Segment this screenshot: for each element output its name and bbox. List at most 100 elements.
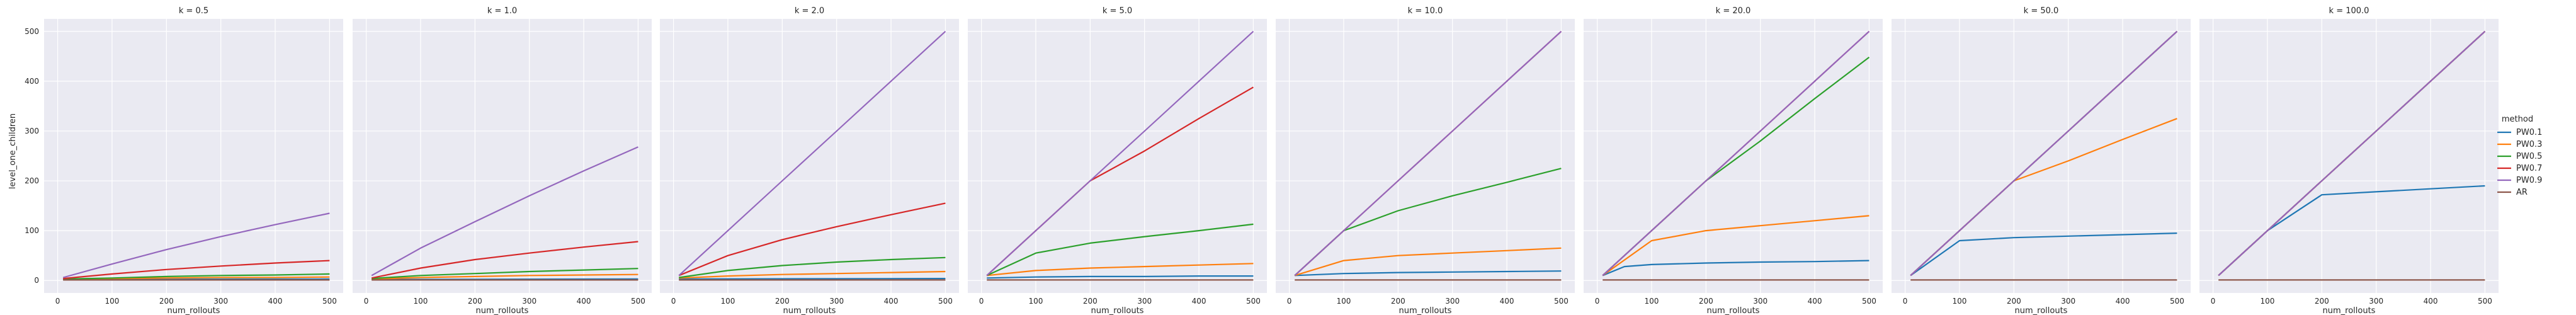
legend-label: PW0.9 — [2516, 176, 2542, 185]
x-tick-label: 0 — [2211, 297, 2216, 306]
legend: method PW0.1 PW0.3 PW0.5 PW0.7 PW0.9 AR — [2497, 115, 2542, 197]
x-tick-label: 300 — [1137, 297, 1152, 306]
x-tick-label: 400 — [268, 297, 283, 306]
x-tick-label: 0 — [55, 297, 60, 306]
series-line-pw09 — [1294, 30, 1562, 277]
x-tick-label: 200 — [1391, 297, 1405, 306]
series-line-pw09 — [62, 212, 330, 278]
x-tick-label: 100 — [1953, 297, 1967, 306]
x-tick-label: 300 — [829, 297, 844, 306]
legend-label: AR — [2516, 188, 2528, 197]
series-line-pw07 — [63, 260, 330, 280]
legend-label: PW0.7 — [2516, 164, 2542, 173]
y-tick-label: 200 — [25, 176, 39, 185]
panel-title: k = 10.0 — [1408, 6, 1443, 16]
x-tick-label: 100 — [721, 297, 735, 306]
y-tick-label: 100 — [25, 226, 39, 235]
series-line-pw05 — [986, 223, 1254, 277]
x-tick-label: 100 — [105, 297, 120, 306]
legend-label: PW0.5 — [2516, 152, 2542, 161]
x-axis-label: num_rollouts — [1399, 306, 1452, 315]
panel: k = 20.0 0 100 200 300 400 500 num_rollouts — [1584, 6, 1883, 315]
x-tick-label: 500 — [631, 297, 645, 306]
x-tick-label: 300 — [1753, 297, 1767, 306]
panels: k = 0.5 0 100 200 300 400 500 num_rollouts 0 100 2… — [25, 6, 2499, 315]
x-tick-label: 100 — [1029, 297, 1043, 306]
series-line-pw03 — [372, 273, 638, 280]
x-tick-label: 200 — [159, 297, 174, 306]
panel-title: k = 20.0 — [1716, 6, 1751, 16]
series-line-pw03 — [679, 270, 946, 279]
panel-title: k = 0.5 — [179, 6, 208, 16]
panel-background — [353, 19, 652, 293]
panel-title: k = 2.0 — [795, 6, 824, 16]
x-tick-label: 500 — [2170, 297, 2184, 306]
x-axis-label: num_rollouts — [476, 306, 529, 315]
panel-title: k = 100.0 — [2329, 6, 2369, 16]
y-tick-label: 300 — [25, 127, 39, 135]
legend-title: method — [2502, 115, 2533, 124]
series-line-pw09 — [1602, 30, 1870, 277]
x-tick-label: 300 — [2061, 297, 2075, 306]
x-tick-label: 400 — [1808, 297, 1822, 306]
x-axis-label: num_rollouts — [783, 306, 836, 315]
x-tick-label: 0 — [979, 297, 984, 306]
series-line-pw09 — [2218, 30, 2486, 277]
y-tick-label: 500 — [25, 27, 39, 36]
panel: k = 100.0 0 100 200 300 400 500 num_rollouts — [2199, 6, 2499, 315]
x-tick-label: 0 — [364, 297, 369, 306]
panel: k = 10.0 0 100 200 300 400 500 num_rollouts — [1276, 6, 1575, 315]
series-line-pw09 — [1910, 30, 2178, 277]
series-line-pw03 — [987, 263, 1254, 277]
panel: k = 0.5 0 100 200 300 400 500 num_rollouts 0 100 2… — [25, 6, 343, 315]
series-line-pw01 — [987, 275, 1254, 279]
x-tick-label: 400 — [1500, 297, 1514, 306]
x-tick-label: 300 — [1445, 297, 1460, 306]
legend-label: PW0.3 — [2516, 140, 2542, 149]
x-tick-label: 200 — [775, 297, 790, 306]
panel: k = 2.0 0 100 200 300 400 500 num_rollouts — [660, 6, 959, 315]
x-tick-label: 300 — [2369, 297, 2383, 306]
panel-title: k = 1.0 — [487, 6, 517, 16]
series-line-pw09 — [678, 30, 946, 277]
x-tick-label: 100 — [2261, 297, 2275, 306]
x-tick-label: 200 — [1699, 297, 1713, 306]
panel-title: k = 50.0 — [2024, 6, 2059, 16]
x-tick-label: 0 — [1287, 297, 1292, 306]
x-tick-label: 500 — [2478, 297, 2492, 306]
series-line-pw01 — [1602, 260, 1870, 277]
series-line-pw05 — [63, 273, 330, 280]
y-tick-label: 0 — [34, 276, 39, 285]
series-line-pw05 — [679, 256, 946, 278]
x-tick-label: 500 — [1862, 297, 1876, 306]
legend-label: PW0.1 — [2516, 128, 2542, 137]
x-tick-label: 500 — [938, 297, 953, 306]
x-tick-label: 100 — [1337, 297, 1351, 306]
series-line-pw03 — [1294, 247, 1562, 277]
panel: k = 1.0 0 100 200 300 400 500 num_rollouts — [353, 6, 652, 315]
x-tick-label: 400 — [1192, 297, 1206, 306]
x-tick-label: 500 — [322, 297, 337, 306]
series-line-pw07 — [371, 241, 638, 279]
y-axis-label: level_one_children — [8, 113, 18, 189]
x-tick-label: 400 — [884, 297, 899, 306]
series-line-pw01 — [1910, 232, 2177, 277]
x-tick-label: 500 — [1246, 297, 1261, 306]
series-line-pw05 — [372, 268, 638, 280]
x-axis-label: num_rollouts — [167, 306, 220, 315]
x-tick-label: 0 — [671, 297, 676, 306]
x-tick-label: 400 — [577, 297, 591, 306]
series-line-pw01 — [679, 278, 946, 280]
x-tick-label: 300 — [213, 297, 228, 306]
panel-title: k = 5.0 — [1103, 6, 1132, 16]
x-tick-label: 200 — [2007, 297, 2021, 306]
series-line-pw07 — [678, 202, 946, 277]
panel: k = 50.0 0 100 200 300 400 500 num_rollouts — [1892, 6, 2191, 315]
x-tick-label: 300 — [522, 297, 536, 306]
x-tick-label: 0 — [1595, 297, 1600, 306]
x-tick-label: 100 — [1645, 297, 1659, 306]
series-line-pw09 — [371, 146, 638, 277]
panel: k = 5.0 0 100 200 300 400 500 num_rollouts — [968, 6, 1267, 315]
x-tick-label: 200 — [1083, 297, 1098, 306]
